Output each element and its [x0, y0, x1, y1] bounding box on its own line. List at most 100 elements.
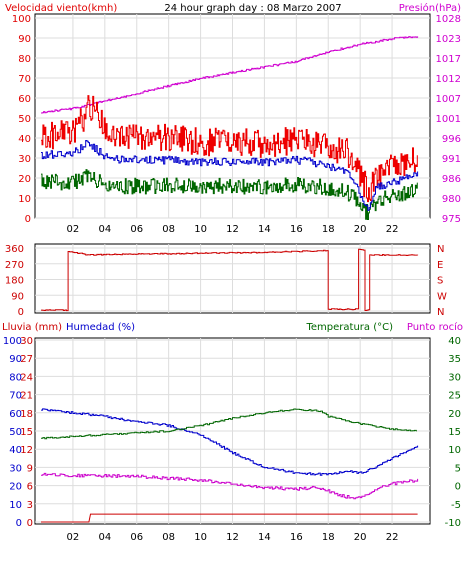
x-tick-label-bottom: 04 — [98, 532, 111, 543]
x-tick-label-bottom: 22 — [386, 532, 399, 543]
x-tick-label-top: 08 — [162, 224, 175, 235]
x-tick-label-bottom: 16 — [290, 532, 303, 543]
wind-speed-tick-label: 10 — [18, 194, 31, 205]
humidity-tick-label: 80 — [9, 372, 22, 383]
rain-tick-label: 27 — [20, 354, 33, 365]
wind-speed-tick-label: 80 — [18, 54, 31, 65]
x-tick-label-bottom: 18 — [322, 532, 335, 543]
pressure-series-line — [41, 36, 419, 114]
wind-speed-tick-label: 70 — [18, 74, 31, 85]
rain-tick-label: 18 — [20, 409, 33, 420]
temperature-series-line — [41, 408, 417, 440]
x-tick-label-top: 14 — [258, 224, 271, 235]
wind-direction-tick-label: 360 — [5, 244, 24, 255]
pressure-tick-label: 1017 — [436, 54, 461, 65]
rain-tick-label: 12 — [20, 445, 33, 456]
humidity-tick-label: 10 — [9, 500, 22, 511]
pressure-tick-label: 1023 — [436, 34, 461, 45]
compass-tick-label: W — [437, 291, 447, 302]
humidity-tick-label: 40 — [9, 445, 22, 456]
temperature-tick-label: 40 — [448, 336, 461, 347]
rain-axis-title: Lluvia (mm) — [2, 322, 62, 333]
wind-speed-tick-label: 90 — [18, 34, 31, 45]
pressure-tick-label: 975 — [442, 214, 461, 225]
x-tick-label-top: 02 — [67, 224, 80, 235]
temperature-axis-title: Temperatura (°C) — [305, 322, 393, 333]
compass-tick-label: S — [437, 276, 443, 287]
x-tick-label-top: 22 — [386, 224, 399, 235]
rain-tick-label: 15 — [20, 427, 33, 438]
wind-direction-series-line — [41, 248, 419, 312]
temperature-tick-label: 30 — [448, 372, 461, 383]
x-tick-label-top: 06 — [130, 224, 143, 235]
x-tick-label-bottom: 06 — [130, 532, 143, 543]
humidity-tick-label: 0 — [16, 518, 22, 529]
pressure-tick-label: 1012 — [436, 74, 461, 85]
wind-min-series-line — [41, 169, 418, 220]
rain-tick-label: 21 — [20, 391, 33, 402]
temperature-tick-label: -5 — [451, 500, 461, 511]
compass-tick-label: E — [437, 260, 443, 271]
compass-tick-label: N — [437, 244, 444, 255]
wind-speed-tick-label: 0 — [25, 214, 31, 225]
temperature-tick-label: -10 — [445, 518, 461, 529]
temperature-tick-label: 15 — [448, 427, 461, 438]
rain-tick-label: 30 — [20, 336, 33, 347]
wind-speed-tick-label: 20 — [18, 174, 31, 185]
humidity-tick-label: 90 — [9, 354, 22, 365]
wind-direction-tick-label: 180 — [5, 276, 24, 287]
tick-label-layer: 0202040406060808101012121414161618182020… — [3, 14, 461, 543]
x-tick-label-top: 20 — [354, 224, 367, 235]
temperature-tick-label: 35 — [448, 354, 461, 365]
x-tick-label-bottom: 10 — [194, 532, 207, 543]
temperature-tick-label: 5 — [455, 463, 461, 474]
temperature-tick-label: 20 — [448, 409, 461, 420]
pressure-tick-label: 991 — [442, 154, 461, 165]
rain-series-line — [41, 513, 418, 523]
pressure-tick-label: 1001 — [436, 114, 461, 125]
humidity-tick-label: 60 — [9, 409, 22, 420]
humidity-tick-label: 20 — [9, 482, 22, 493]
wind-direction-tick-label: 90 — [11, 291, 24, 302]
wind-speed-tick-label: 100 — [12, 14, 31, 25]
x-tick-label-bottom: 12 — [226, 532, 239, 543]
wind-speed-tick-label: 30 — [18, 154, 31, 165]
wind-max-series-line — [41, 95, 418, 203]
x-tick-label-bottom: 14 — [258, 532, 271, 543]
humidity-tick-label: 30 — [9, 463, 22, 474]
temperature-tick-label: 0 — [455, 482, 461, 493]
x-tick-label-bottom: 02 — [67, 532, 80, 543]
rain-tick-label: 3 — [27, 500, 33, 511]
pressure-tick-label: 986 — [442, 174, 461, 185]
compass-tick-label: N — [437, 307, 444, 318]
wind-speed-tick-label: 50 — [18, 114, 31, 125]
wind-speed-tick-label: 60 — [18, 94, 31, 105]
x-tick-label-top: 18 — [322, 224, 335, 235]
x-tick-label-top: 12 — [226, 224, 239, 235]
pressure-axis-title: Presión(hPa) — [399, 2, 461, 14]
humidity-tick-label: 70 — [9, 391, 22, 402]
dewpoint-axis-title: Punto rocío — [407, 321, 463, 333]
humidity-series-line — [41, 408, 419, 476]
wind-avg-series-line — [41, 140, 419, 211]
pressure-tick-label: 980 — [442, 194, 461, 205]
x-tick-label-top: 10 — [194, 224, 207, 235]
rain-tick-label: 9 — [27, 463, 33, 474]
rain-tick-label: 24 — [20, 372, 33, 383]
x-tick-label-bottom: 20 — [354, 532, 367, 543]
temperature-tick-label: 10 — [448, 445, 461, 456]
grid-layer — [35, 14, 430, 524]
humidity-axis-title: Humedad (%) — [66, 322, 135, 333]
wind-direction-tick-label: 270 — [5, 260, 24, 271]
pressure-tick-label: 1007 — [436, 94, 461, 105]
rain-tick-label: 6 — [27, 482, 33, 493]
pressure-tick-label: 1028 — [436, 14, 461, 25]
x-tick-label-bottom: 08 — [162, 532, 175, 543]
series-layer — [41, 36, 419, 523]
wind-speed-tick-label: 40 — [18, 134, 31, 145]
x-tick-label-top: 04 — [98, 224, 111, 235]
temperature-tick-label: 25 — [448, 391, 461, 402]
wind-direction-tick-label: 0 — [18, 307, 24, 318]
